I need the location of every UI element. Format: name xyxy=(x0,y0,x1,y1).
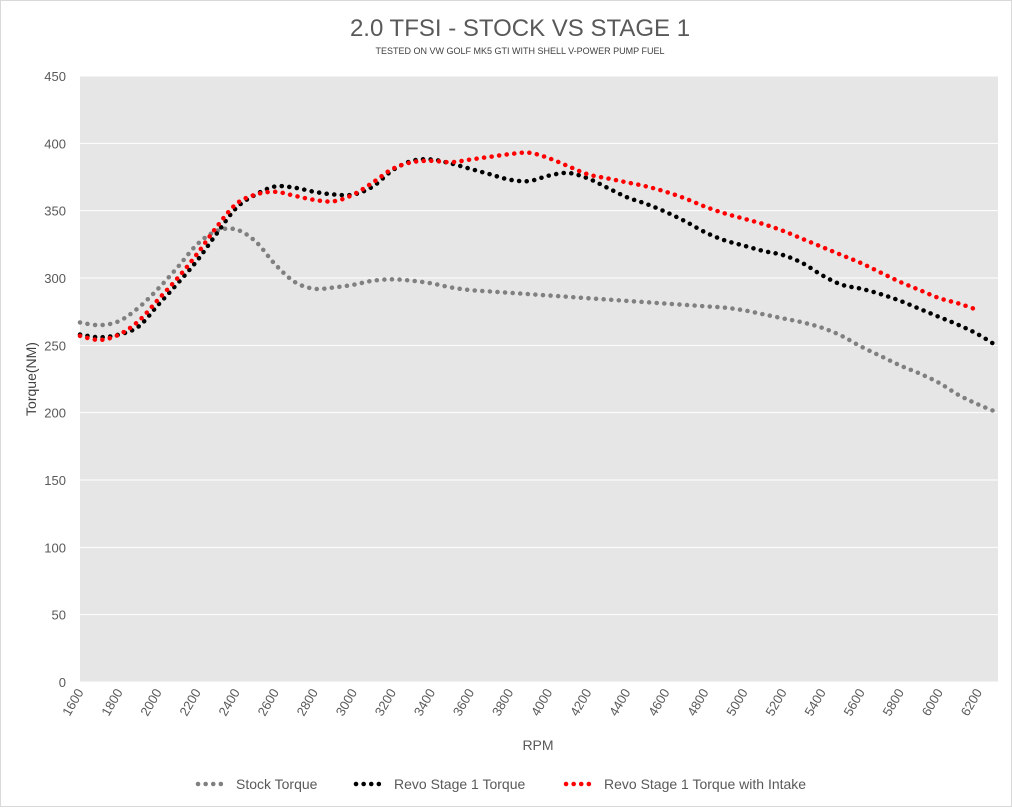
y-tick-label: 400 xyxy=(44,136,66,151)
y-tick-label: 350 xyxy=(44,204,66,219)
series-line-1 xyxy=(77,226,1001,415)
series-line-2 xyxy=(77,156,1001,349)
y-tick-label: 0 xyxy=(59,675,66,690)
series-lines xyxy=(77,150,1001,415)
y-tick-label: 450 xyxy=(44,69,66,84)
gridlines xyxy=(80,75,998,683)
legend: Stock Torque Revo Stage 1 Torque Revo Stag… xyxy=(195,776,806,792)
y-tick-label: 150 xyxy=(44,473,66,488)
y-axis-title: Torque(NM) xyxy=(23,342,39,416)
legend-label-2: Revo Stage 1 Torque xyxy=(394,776,525,792)
plot-area xyxy=(80,76,998,682)
chart-title: 2.0 TFSI - STOCK VS STAGE 1 xyxy=(350,15,690,42)
y-tick-label: 250 xyxy=(44,338,66,353)
y-tick-label: 50 xyxy=(52,608,66,623)
legend-label-1: Stock Torque xyxy=(236,776,318,792)
y-tick-label: 300 xyxy=(44,271,66,286)
y-tick-label: 100 xyxy=(44,540,66,555)
legend-label-3: Revo Stage 1 Torque with Intake xyxy=(604,776,806,792)
y-tick-label: 200 xyxy=(44,406,66,421)
chart-subtitle: TESTED ON VW GOLF MK5 GTI WITH SHELL V-P… xyxy=(375,46,664,56)
y-axis-ticks: 0 50 100 150 200 250 300 350 400 450 xyxy=(44,69,66,690)
series-line-3 xyxy=(77,150,981,343)
x-axis-title: RPM xyxy=(522,737,553,753)
